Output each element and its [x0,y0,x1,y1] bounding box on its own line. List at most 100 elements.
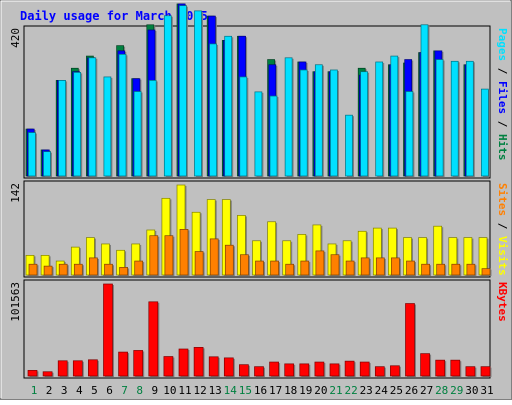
bar-pages-day-25 [390,55,399,177]
bar-sites-day-8 [134,260,144,276]
bar-pages-day-12 [194,10,202,177]
bar-sites-day-9 [149,235,159,276]
legend-label: Pages / Files / Hits [496,28,509,161]
bar-sites-day-24 [375,257,385,276]
bar-kbytes-day-20 [314,361,325,377]
x-tick-label-day-13: 13 [209,384,222,397]
legend-part: Files [496,81,509,114]
x-tick-label-day-25: 25 [390,384,403,397]
legend-part: Hits [496,134,509,161]
bar-kbytes-day-27 [420,353,430,377]
bar-kbytes-day-25 [390,365,400,377]
bar-pages-day-8 [133,91,142,177]
panel-kbytes: 101563 KBytes [9,279,509,379]
bar-pages-day-22 [345,114,353,177]
bar-kbytes-day-11 [178,348,189,377]
x-tick-label-day-15: 15 [239,384,252,397]
bar-kbytes-day-24 [374,366,385,377]
bar-kbytes-day-18 [284,363,295,377]
x-tick-label-day-31: 31 [480,384,493,397]
bar-sites-day-27 [421,263,430,276]
bar-kbytes-day-19 [299,363,310,377]
bar-pages-day-27 [420,24,429,177]
x-tick-label-day-3: 3 [61,384,68,397]
bar-kbytes-day-6 [103,283,113,377]
bar-sites-day-21 [330,254,340,276]
x-tick-label-day-23: 23 [360,384,373,397]
bar-pages-day-5 [88,57,97,177]
bar-kbytes-day-29 [450,359,461,377]
x-tick-label-day-14: 14 [224,384,238,397]
bar-pages-day-19 [299,69,308,177]
panel-pages-files-hits: 420 Pages / Files / Hits [9,3,509,179]
panel-sites-visits: 142 Sites / Visits [9,180,509,278]
bar-kbytes-day-1 [27,370,38,377]
bar-pages-day-14 [224,35,233,177]
x-tick-label-day-9: 9 [151,384,158,397]
bar-sites-day-6 [104,263,113,276]
legend-part: / [496,216,509,236]
x-tick-label-day-28: 28 [435,384,448,397]
bar-pages-day-31 [481,88,489,177]
bar-pages-day-10 [163,15,172,177]
bar-sites-day-22 [345,260,355,276]
bar-pages-day-16 [254,91,263,177]
x-tick-label-day-8: 8 [136,384,143,397]
chart-title: Daily usage for March 2015 [20,9,208,23]
bar-sites-day-28 [436,263,446,276]
bar-sites-day-13 [209,238,219,276]
bar-pages-day-4 [73,72,82,177]
x-tick-label-day-2: 2 [46,384,53,397]
bar-kbytes-day-3 [57,360,68,377]
legend-label: Sites / Visits [496,183,509,276]
panels-layer: 420 Pages / Files / Hits 142 Sites / Visits… [9,3,509,379]
bar-sites-day-30 [466,263,476,276]
bar-sites-day-10 [164,235,174,276]
bar-kbytes-day-23 [359,361,370,377]
bar-sites-day-11 [179,229,189,276]
x-tick-label-day-11: 11 [178,384,191,397]
bar-sites-day-5 [89,257,98,276]
bar-pages-day-6 [103,76,112,177]
bar-kbytes-day-22 [344,360,355,377]
bar-pages-day-1 [28,132,36,177]
bar-pages-day-15 [239,76,248,177]
bar-pages-day-11 [179,5,187,177]
bar-sites-day-20 [315,250,325,276]
bar-pages-day-20 [314,64,323,177]
bar-kbytes-day-31 [480,366,491,377]
x-tick-label-day-27: 27 [420,384,433,397]
bar-pages-day-26 [405,91,414,177]
x-tick-label-day-1: 1 [31,384,38,397]
bar-kbytes-day-2 [42,371,53,377]
bar-sites-day-3 [58,263,68,276]
bar-sites-day-15 [240,254,249,276]
bar-pages-day-23 [360,71,368,177]
bar-kbytes-day-30 [465,366,476,377]
x-tick-label-day-29: 29 [450,384,463,397]
x-tick-label-day-5: 5 [91,384,98,397]
bar-pages-day-13 [209,43,217,177]
x-tick-label-day-16: 16 [254,384,267,397]
legend-part: KBytes [496,282,509,322]
x-tick-label-day-12: 12 [193,384,206,397]
bar-kbytes-day-10 [163,356,174,377]
x-tick-label-day-22: 22 [344,384,357,397]
bar-kbytes-day-26 [405,303,415,377]
bar-kbytes-day-8 [133,350,144,377]
legend-part: / [496,114,509,134]
bar-sites-day-25 [391,257,400,276]
bar-sites-day-1 [28,263,38,276]
bar-sites-day-7 [119,267,128,276]
bar-kbytes-day-13 [208,356,219,377]
bar-sites-day-31 [481,268,491,276]
bar-pages-day-2 [43,151,51,177]
bar-sites-day-26 [406,260,415,276]
x-tick-label-day-21: 21 [329,384,342,397]
bar-pages-day-29 [450,60,459,177]
bar-sites-day-17 [270,260,279,276]
x-tick-label-day-24: 24 [375,384,389,397]
bar-sites-day-19 [300,260,310,276]
